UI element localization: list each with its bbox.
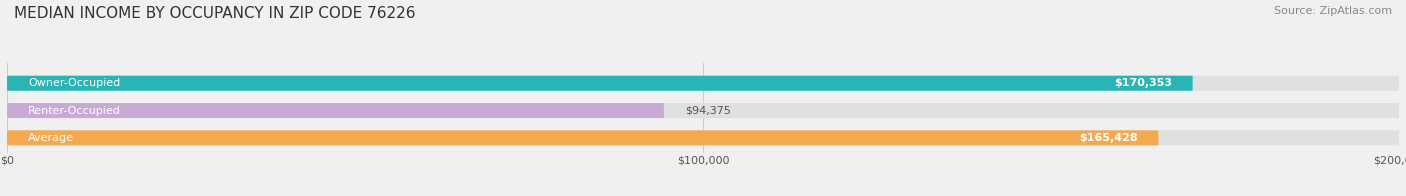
FancyBboxPatch shape bbox=[7, 130, 1159, 145]
Text: $170,353: $170,353 bbox=[1114, 78, 1171, 88]
Text: $94,375: $94,375 bbox=[685, 105, 731, 115]
FancyBboxPatch shape bbox=[7, 76, 1399, 91]
FancyBboxPatch shape bbox=[7, 103, 664, 118]
Text: $165,428: $165,428 bbox=[1078, 133, 1137, 143]
FancyBboxPatch shape bbox=[7, 76, 1192, 91]
Text: Average: Average bbox=[28, 133, 75, 143]
Text: Renter-Occupied: Renter-Occupied bbox=[28, 105, 121, 115]
Text: Owner-Occupied: Owner-Occupied bbox=[28, 78, 120, 88]
FancyBboxPatch shape bbox=[7, 103, 1399, 118]
FancyBboxPatch shape bbox=[7, 130, 1399, 145]
Text: MEDIAN INCOME BY OCCUPANCY IN ZIP CODE 76226: MEDIAN INCOME BY OCCUPANCY IN ZIP CODE 7… bbox=[14, 6, 416, 21]
Text: Source: ZipAtlas.com: Source: ZipAtlas.com bbox=[1274, 6, 1392, 16]
